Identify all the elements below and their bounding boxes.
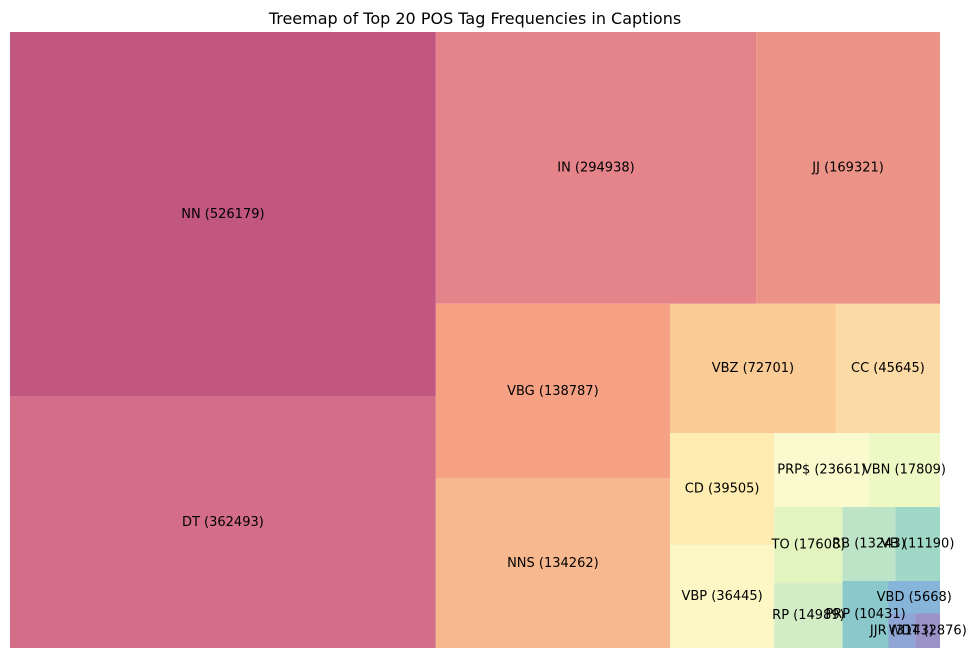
tile-nn — [10, 32, 436, 397]
tile-label-in: IN (294938) — [557, 160, 634, 175]
tile-label-jj: JJ (169321) — [811, 160, 884, 175]
tile-to — [774, 507, 843, 584]
tile-vbp — [669, 544, 775, 648]
tile-dt — [10, 396, 436, 648]
tile-label-rp: RP (14989) — [772, 608, 845, 623]
tile-label-prp: PRP (10431) — [825, 607, 905, 622]
tile-label-nns: NNS (134262) — [507, 556, 599, 571]
tile-label-cc: CC (45645) — [851, 361, 925, 376]
tile-label-prp: PRP$ (23661) — [777, 463, 866, 478]
tile-cc — [835, 303, 940, 434]
tile-vbd — [888, 581, 940, 614]
tile-label-vbd: VBD (5668) — [877, 590, 952, 605]
tile-rp — [774, 583, 843, 648]
tile-label-vbp: VBP (36445) — [681, 589, 762, 604]
treemap-labels: NN (526179) DT (362493) IN (294938) JJ (169… — [181, 160, 967, 638]
tile-label-cd: CD (39505) — [685, 482, 760, 497]
tile-label-rb: RB (13243) — [832, 537, 906, 552]
tile-label-vbg: VBG (138787) — [507, 384, 599, 399]
tile-jjr — [888, 613, 916, 648]
tile-label-vbz: VBZ (72701) — [712, 361, 794, 376]
tile-label-dt: DT (362493) — [182, 515, 264, 530]
tile-label-nn: NN (526179) — [181, 207, 264, 222]
tile-jj — [756, 32, 940, 304]
chart-title: Treemap of Top 20 POS Tag Frequencies in… — [268, 9, 681, 28]
tile-vbn — [868, 433, 940, 508]
tile-vbz — [669, 303, 836, 434]
tile-prp — [842, 581, 889, 648]
tile-wdt — [915, 613, 940, 648]
tile-label-vbn: VBN (17809) — [863, 463, 946, 478]
tile-nns — [435, 478, 670, 648]
tile-label-to: TO (17608) — [771, 538, 846, 553]
tile-cd — [669, 433, 775, 545]
treemap-tiles — [10, 32, 940, 648]
tile-vb — [895, 507, 940, 582]
tile-prp — [774, 433, 869, 508]
tile-vbg — [435, 303, 670, 479]
tile-label-jjr: JJR (3143) — [869, 623, 934, 638]
tile-in — [435, 32, 757, 304]
tile-label-wdt: WDT (2876) — [889, 623, 967, 638]
tile-label-vb: VB (11190) — [881, 537, 954, 552]
tile-rb — [842, 507, 896, 582]
